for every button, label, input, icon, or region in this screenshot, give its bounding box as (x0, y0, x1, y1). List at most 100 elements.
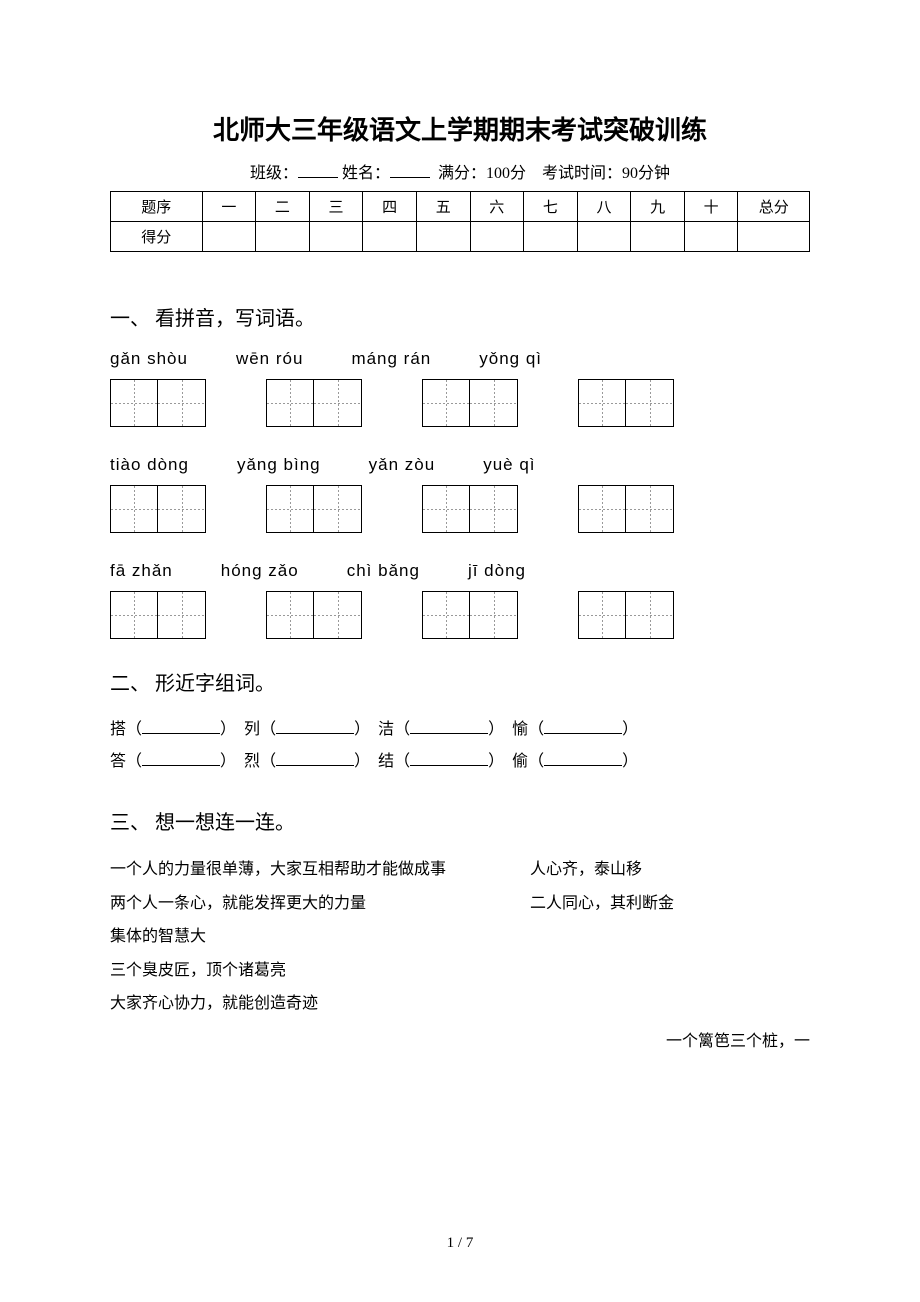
tianzi-box (578, 485, 674, 533)
col-header: 十 (684, 192, 738, 222)
tianzi-box (578, 379, 674, 427)
char: 答 (110, 753, 126, 770)
col-header: 四 (363, 192, 417, 222)
box-row (110, 379, 810, 427)
score-cell (738, 222, 810, 252)
pinyin-row: tiào dòng yǎng bìng yǎn zòu yuè qì (110, 455, 810, 475)
meta-line: 班级： 姓名： 满分：100分 考试时间：90分钟 (110, 159, 810, 183)
score-cell (684, 222, 738, 252)
section2-body: 搭（） 列（） 洁（） 愉（） 答（） 烈（） 结（） 偷（） (110, 714, 810, 778)
tianzi-box (110, 379, 206, 427)
match-row: 集体的智慧大 (110, 920, 810, 954)
match-right: 二人同心，其利断金 (530, 887, 810, 921)
score-table: 题序 一 二 三 四 五 六 七 八 九 十 总分 得分 (110, 191, 810, 252)
tianzi-box (110, 591, 206, 639)
match-row: 一个人的力量很单薄，大家互相帮助才能做成事人心齐，泰山移 (110, 853, 810, 887)
box-row (110, 591, 810, 639)
tianzi-box (266, 379, 362, 427)
row-label: 题序 (111, 192, 203, 222)
table-row: 题序 一 二 三 四 五 六 七 八 九 十 总分 (111, 192, 810, 222)
page-title: 北师大三年级语文上学期期末考试突破训练 (110, 110, 810, 147)
char: 偷 (512, 753, 528, 770)
tianzi-box (422, 379, 518, 427)
col-total: 总分 (738, 192, 810, 222)
col-header: 九 (631, 192, 685, 222)
word-line: 搭（） 列（） 洁（） 愉（） (110, 714, 810, 746)
tianzi-box (422, 591, 518, 639)
match-row: 大家齐心协力，就能创造奇迹 (110, 987, 810, 1021)
tianzi-box (110, 485, 206, 533)
char: 烈 (244, 753, 260, 770)
char: 结 (378, 753, 394, 770)
class-blank (298, 177, 338, 178)
score-cell (256, 222, 310, 252)
match-left: 大家齐心协力，就能创造奇迹 (110, 987, 530, 1021)
pinyin: wēn róu (236, 349, 303, 369)
pinyin: chì bǎng (347, 561, 420, 581)
col-header: 六 (470, 192, 524, 222)
table-row: 得分 (111, 222, 810, 252)
section3-title: 三、 想一想连一连。 (110, 806, 810, 835)
pinyin: jī dòng (468, 561, 526, 581)
section2-title: 二、 形近字组词。 (110, 667, 810, 696)
pinyin: hóng zǎo (221, 561, 299, 581)
exam-time: 考试时间：90分钟 (542, 165, 670, 182)
match-right (530, 987, 810, 1021)
match-right (530, 920, 810, 954)
score-cell (309, 222, 363, 252)
score-cell (524, 222, 578, 252)
match-right (530, 954, 810, 988)
pinyin: yǎn zòu (369, 455, 436, 475)
name-blank (390, 177, 430, 178)
pinyin: tiào dòng (110, 455, 189, 475)
tianzi-box (266, 591, 362, 639)
score-cell (631, 222, 685, 252)
col-header: 二 (256, 192, 310, 222)
char: 愉 (512, 721, 528, 738)
page-footer: 1 / 7 (0, 1235, 920, 1252)
fill-blank (276, 733, 354, 734)
row-label: 得分 (111, 222, 203, 252)
tianzi-box (266, 485, 362, 533)
char: 洁 (378, 721, 394, 738)
fill-blank (142, 765, 220, 766)
match-left: 集体的智慧大 (110, 920, 530, 954)
tianzi-box (422, 485, 518, 533)
name-label: 姓名： (342, 165, 390, 182)
match-left: 两个人一条心，就能发挥更大的力量 (110, 887, 530, 921)
class-label: 班级： (250, 165, 298, 182)
pinyin: yuè qì (483, 455, 535, 475)
full-score: 满分：100分 (438, 165, 526, 182)
col-header: 五 (416, 192, 470, 222)
score-cell (577, 222, 631, 252)
char: 搭 (110, 721, 126, 738)
section1-title: 一、 看拼音，写词语。 (110, 302, 810, 331)
score-cell (416, 222, 470, 252)
col-header: 八 (577, 192, 631, 222)
match-row: 三个臭皮匠，顶个诸葛亮 (110, 954, 810, 988)
fill-blank (276, 765, 354, 766)
score-cell (202, 222, 256, 252)
col-header: 七 (524, 192, 578, 222)
tianzi-box (578, 591, 674, 639)
pinyin: yǒng qì (479, 349, 542, 369)
box-row (110, 485, 810, 533)
pinyin: yǎng bìng (237, 455, 321, 475)
match-row: 两个人一条心，就能发挥更大的力量二人同心，其利断金 (110, 887, 810, 921)
trailing-text: 一个篱笆三个桩，一 (110, 1025, 810, 1059)
fill-blank (544, 733, 622, 734)
score-cell (363, 222, 417, 252)
col-header: 一 (202, 192, 256, 222)
word-line: 答（） 烈（） 结（） 偷（） (110, 746, 810, 778)
fill-blank (142, 733, 220, 734)
section1-body: gǎn shòu wēn róu máng rán yǒng qì tiào d… (110, 349, 810, 639)
fill-blank (544, 765, 622, 766)
pinyin: fā zhǎn (110, 561, 173, 581)
score-cell (470, 222, 524, 252)
pinyin-row: fā zhǎn hóng zǎo chì bǎng jī dòng (110, 561, 810, 581)
fill-blank (410, 733, 488, 734)
char: 列 (244, 721, 260, 738)
pinyin: máng rán (351, 349, 431, 369)
match-left: 一个人的力量很单薄，大家互相帮助才能做成事 (110, 853, 530, 887)
match-left: 三个臭皮匠，顶个诸葛亮 (110, 954, 530, 988)
